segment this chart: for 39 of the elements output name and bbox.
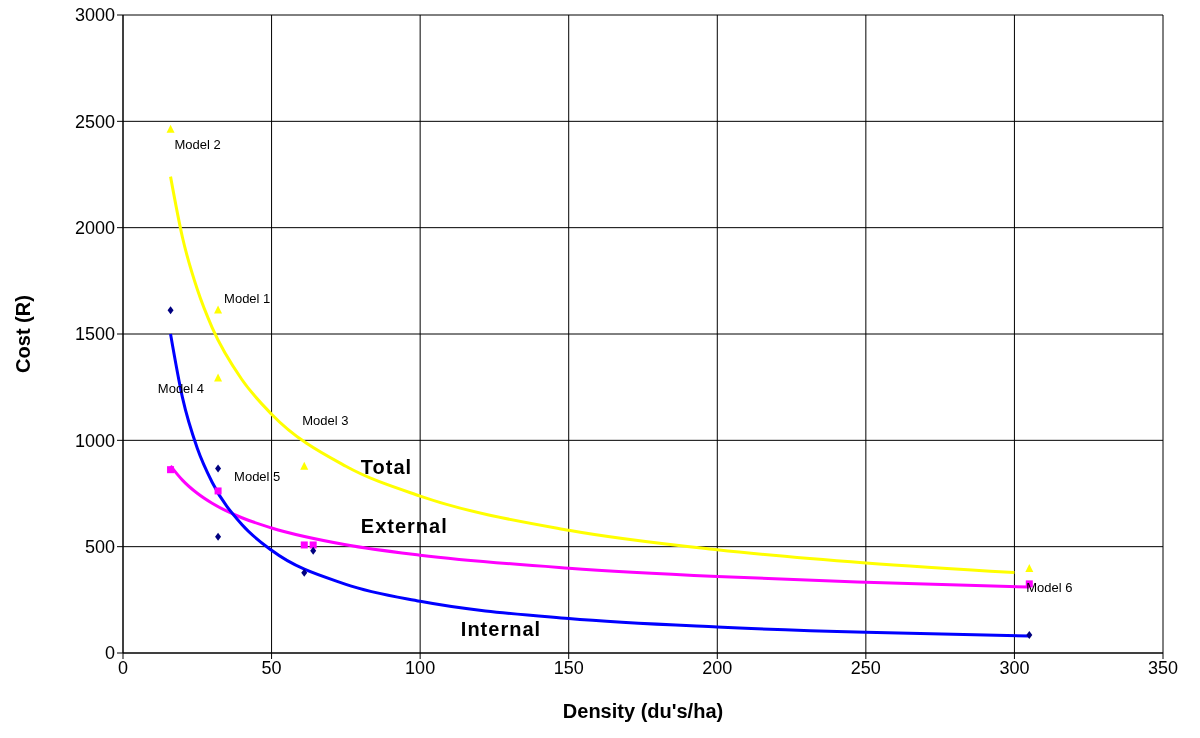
- point: [310, 546, 317, 555]
- annotation: Model 1: [224, 290, 271, 306]
- point: [215, 532, 222, 541]
- y-tick-label: 500: [84, 537, 115, 558]
- point: [214, 373, 223, 382]
- y-tick-label: 0: [104, 643, 115, 664]
- point: [1026, 630, 1033, 639]
- x-tick-label: 50: [261, 657, 282, 678]
- point: [300, 541, 308, 549]
- x-tick-label: 350: [1147, 657, 1179, 678]
- annotation: Model 6: [1026, 580, 1073, 596]
- series-label: Internal: [460, 617, 542, 640]
- point: [167, 466, 175, 474]
- x-tick-label: 100: [405, 657, 436, 678]
- annotation: Model 3: [302, 413, 349, 429]
- y-tick-label: 1000: [74, 430, 115, 451]
- point: [300, 461, 309, 470]
- x-tick-label: 300: [999, 657, 1030, 678]
- point: [214, 305, 223, 314]
- x-tick-label: 150: [553, 657, 584, 678]
- x-tick-label: 200: [702, 657, 733, 678]
- y-tick-label: 1500: [74, 324, 115, 345]
- annotation: Model 2: [174, 137, 221, 153]
- x-tick-label: 250: [850, 657, 881, 678]
- point: [215, 464, 222, 473]
- annotation: Model 5: [234, 468, 281, 484]
- y-tick-label: 2000: [74, 218, 115, 239]
- y-tick-label: 2500: [74, 111, 115, 132]
- x-axis-title: Density (du's/ha): [562, 700, 724, 722]
- point: [167, 306, 174, 315]
- point: [309, 541, 317, 549]
- point: [166, 124, 175, 133]
- y-tick-label: 3000: [74, 5, 115, 26]
- x-tick-label: 0: [117, 657, 129, 678]
- point: [1025, 563, 1034, 572]
- y-axis-title: Cost (R): [12, 295, 35, 373]
- point: [214, 487, 222, 495]
- series-label: Total: [360, 455, 413, 478]
- point: [301, 568, 308, 577]
